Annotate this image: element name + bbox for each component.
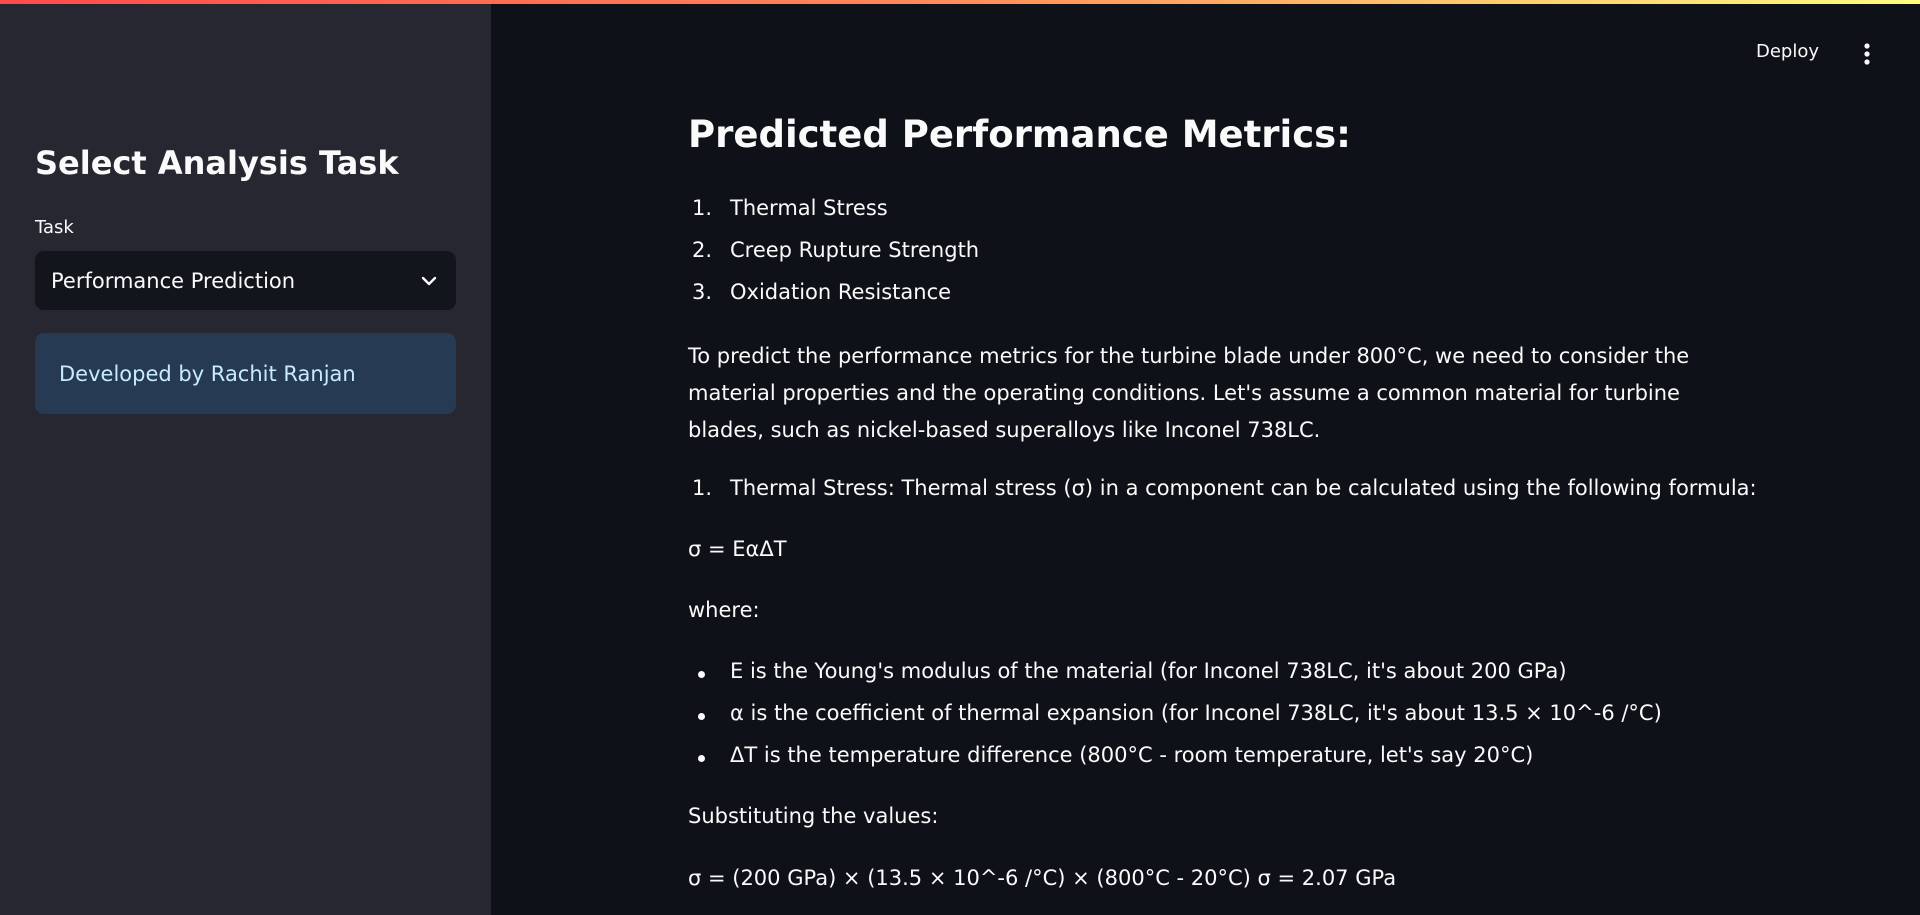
chevron-down-icon — [418, 270, 440, 292]
bullet-text: E is the Young's modulus of the material… — [730, 659, 1567, 683]
metric-text: Creep Rupture Strength — [730, 238, 980, 262]
top-decoration-bar — [0, 0, 1920, 4]
where-label: where: — [688, 598, 760, 622]
metric-text: Oxidation Resistance — [730, 280, 952, 304]
more-vertical-icon[interactable] — [1857, 40, 1877, 68]
developer-info-box: Developed by Rachit Ranjan — [35, 333, 456, 414]
task-label: Task — [35, 217, 74, 238]
metric-number: 3. — [692, 280, 713, 304]
step-text: Thermal Stress: Thermal stress (σ) in a … — [730, 476, 1757, 500]
metric-text: Thermal Stress — [730, 196, 888, 220]
sidebar: Select Analysis Task Task Performance Pr… — [0, 0, 491, 915]
step-number: 1. — [692, 476, 713, 500]
formula-text: σ = EαΔT — [688, 537, 787, 561]
task-select[interactable]: Performance Prediction — [35, 251, 456, 310]
metric-number: 1. — [692, 196, 713, 220]
developer-info-text: Developed by Rachit Ranjan — [59, 361, 356, 386]
result-formula: σ = (200 GPa) × (13.5 × 10^-6 /°C) × (80… — [688, 866, 1397, 890]
deploy-button[interactable]: Deploy — [1756, 41, 1820, 62]
bullet-icon — [698, 713, 705, 720]
sidebar-title: Select Analysis Task — [35, 144, 399, 182]
task-select-value: Performance Prediction — [51, 268, 296, 293]
bullet-text: ΔT is the temperature difference (800°C … — [730, 743, 1534, 767]
bullet-icon — [698, 755, 705, 762]
bullet-icon — [698, 671, 705, 678]
metric-number: 2. — [692, 238, 713, 262]
substituting-label: Substituting the values: — [688, 804, 939, 828]
intro-paragraph: To predict the performance metrics for t… — [688, 344, 1690, 442]
bullet-text: α is the coefficient of thermal expansio… — [730, 701, 1662, 725]
page-heading: Predicted Performance Metrics: — [688, 113, 1351, 156]
